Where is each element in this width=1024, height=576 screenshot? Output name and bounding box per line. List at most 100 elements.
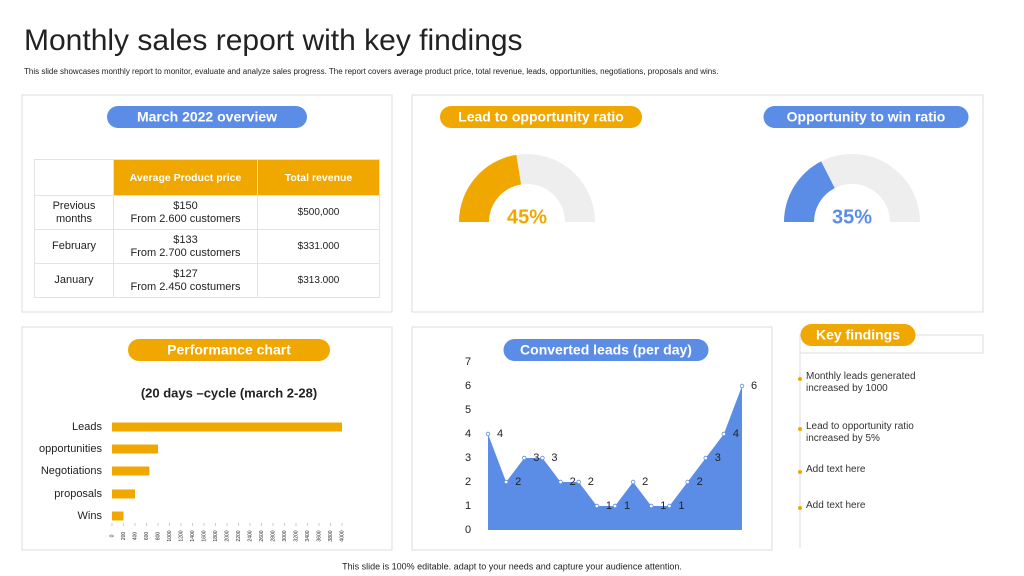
point [703, 455, 708, 461]
bar [112, 444, 158, 454]
point [649, 503, 654, 509]
panel [411, 326, 773, 551]
gauge-label: 35% [832, 206, 872, 228]
price-cell: $133 From 2.700 customers [113, 229, 258, 264]
point [485, 431, 491, 437]
table-row: January $127 From 2.450 costumers $313.000 [34, 263, 380, 298]
data-label: 2 [697, 476, 703, 488]
panel [21, 326, 393, 551]
y-tick-label: 3 [465, 452, 471, 464]
bar [112, 489, 135, 499]
panel [21, 94, 393, 313]
point [594, 503, 600, 509]
x-tick-label: 3200 [293, 530, 299, 541]
finding-text: Monthly leads generated increased by 100… [806, 371, 916, 394]
x-tick-label: 400 [132, 532, 138, 541]
table-row: Previous months $150 From 2.600 customers $… [34, 195, 380, 230]
revenue: $500,000 [257, 195, 380, 230]
overview-table: Average Product price Total revenue Prev… [34, 159, 380, 298]
badge [503, 339, 709, 361]
finding-dot [798, 427, 802, 431]
revenue: $313.000 [257, 263, 380, 298]
data-label: 6 [751, 380, 757, 392]
finding: Lead to opportunity ratio increased by 5… [806, 421, 914, 444]
badge-text: Key findings [816, 327, 900, 343]
badge-text: Lead to opportunity ratio [458, 109, 624, 125]
point [739, 383, 745, 389]
finding-text: Add text here [806, 464, 866, 475]
y-tick-label: 5 [465, 404, 471, 416]
data-label: 1 [660, 500, 666, 512]
data-label: 2 [642, 476, 648, 488]
gauge-value [784, 161, 835, 222]
data-label: 3 [715, 452, 721, 464]
x-tick-label: 1400 [190, 530, 196, 541]
category-label: proposals [54, 488, 102, 500]
x-tick-label: 3800 [328, 530, 334, 541]
row-label: January [34, 263, 114, 298]
point [503, 479, 509, 485]
x-tick-label: 2600 [259, 530, 265, 541]
data-label: 3 [533, 452, 539, 464]
point [667, 503, 672, 509]
finding: Add text here [806, 500, 866, 511]
badge [107, 106, 307, 128]
panel [411, 94, 984, 313]
customers: From 2.700 customers [130, 246, 241, 259]
table-row: February $133 From 2.700 customers $331.000 [34, 229, 380, 264]
point [576, 479, 581, 485]
point [612, 503, 618, 509]
badge-text: Opportunity to win ratio [787, 109, 946, 125]
point [540, 455, 545, 461]
finding-text: Add text here [806, 500, 866, 511]
x-tick-label: 3600 [316, 530, 322, 541]
data-label: 1 [678, 500, 684, 512]
data-label: 4 [733, 428, 739, 440]
x-tick-label: 0 [109, 534, 115, 537]
price: $150 [173, 199, 198, 212]
y-tick-label: 2 [465, 476, 471, 488]
finding-dot [798, 470, 802, 474]
y-tick-label: 1 [465, 500, 471, 512]
row-label: Previous months [34, 195, 114, 230]
badge [763, 106, 969, 128]
gauge-label: 45% [507, 206, 547, 228]
category-label: opportunities [39, 443, 102, 455]
customers: From 2.450 costumers [130, 280, 241, 293]
category-label: Leads [72, 421, 102, 433]
subtitle: This slide showcases monthly report to m… [24, 67, 718, 76]
price: $127 [173, 267, 198, 280]
x-tick-label: 800 [155, 532, 161, 541]
footer: This slide is 100% editable. adapt to yo… [342, 561, 682, 571]
badge [440, 106, 642, 128]
bar [112, 511, 124, 521]
x-tick-label: 1000 [167, 530, 173, 541]
y-tick-label: 4 [465, 428, 471, 440]
point [721, 431, 727, 437]
revenue: $331.000 [257, 229, 380, 264]
point [630, 479, 636, 485]
y-tick-label: 0 [465, 524, 471, 536]
price-cell: $127 From 2.450 costumers [113, 263, 258, 298]
x-tick-label: 1600 [201, 530, 207, 541]
badge-text: Converted leads (per day) [520, 342, 692, 358]
price: $133 [173, 233, 198, 246]
x-tick-label: 200 [121, 532, 127, 541]
x-tick-label: 1200 [178, 530, 184, 541]
column-header: Total revenue [257, 159, 380, 196]
price-cell: $150 From 2.600 customers [113, 195, 258, 230]
x-tick-label: 2200 [236, 530, 242, 541]
x-tick-label: 2000 [224, 530, 230, 541]
area [488, 386, 742, 530]
x-tick-label: 3400 [305, 530, 311, 541]
y-tick-label: 7 [465, 356, 471, 368]
x-tick-label: 600 [144, 532, 150, 541]
x-tick-label: 2800 [270, 530, 276, 541]
data-label: 3 [551, 452, 557, 464]
point [685, 479, 690, 485]
finding-text: Lead to opportunity ratio increased by 5… [806, 421, 914, 444]
point [522, 455, 527, 461]
badge [128, 339, 330, 361]
category-label: Negotiations [41, 465, 103, 477]
